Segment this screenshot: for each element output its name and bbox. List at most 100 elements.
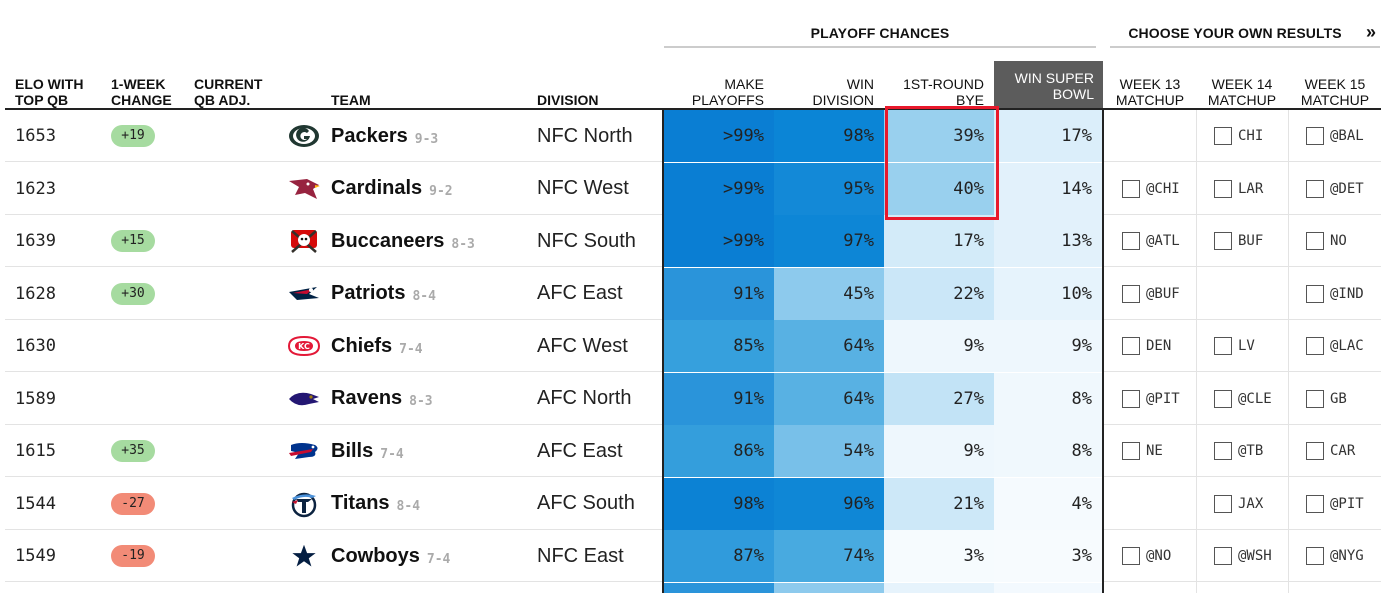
table-divider-right bbox=[1102, 110, 1104, 593]
checkbox-icon[interactable] bbox=[1306, 494, 1324, 513]
week13-matchup-checkbox[interactable]: @PIT bbox=[1122, 373, 1180, 425]
week14-matchup-checkbox[interactable]: JAX bbox=[1214, 478, 1263, 530]
week15-matchup-checkbox[interactable]: @NYG bbox=[1306, 530, 1364, 582]
header-week14[interactable]: WEEK 14 MATCHUP bbox=[1207, 76, 1277, 108]
header-qb-adj[interactable]: CURRENT QB ADJ. bbox=[194, 76, 263, 108]
checkbox-icon[interactable] bbox=[1306, 127, 1324, 145]
week15-matchup-checkbox[interactable]: @BAL bbox=[1306, 110, 1364, 162]
week15-matchup-checkbox[interactable]: NO bbox=[1306, 215, 1347, 267]
checkbox-icon[interactable] bbox=[1122, 179, 1140, 198]
week14-matchup-checkbox[interactable]: @TB bbox=[1214, 425, 1263, 477]
win-division-cell: 96% bbox=[774, 477, 884, 530]
header-division[interactable]: DIVISION bbox=[537, 92, 599, 108]
checkbox-icon[interactable] bbox=[1122, 337, 1140, 355]
week14-matchup-checkbox[interactable]: LAR bbox=[1214, 163, 1263, 215]
week15-matchup-checkbox[interactable]: GB bbox=[1306, 373, 1347, 425]
win-super-bowl-cell: 8% bbox=[994, 372, 1102, 425]
checkbox-icon[interactable] bbox=[1214, 494, 1232, 513]
team-name-cell: Packers 9-3 bbox=[331, 110, 438, 162]
week15-matchup-checkbox[interactable]: CAR bbox=[1306, 425, 1355, 477]
checkbox-icon[interactable] bbox=[1306, 337, 1324, 355]
make-playoffs-cell: 98% bbox=[664, 477, 774, 530]
checkbox-icon[interactable] bbox=[1306, 284, 1324, 303]
header-first-round-bye[interactable]: 1ST-ROUND BYE bbox=[903, 76, 984, 108]
week14-matchup-checkbox[interactable]: BUF bbox=[1214, 215, 1263, 267]
ravens-logo-icon bbox=[287, 373, 321, 425]
header-win-division[interactable]: WIN DIVISION bbox=[812, 76, 874, 108]
week15-matchup-checkbox[interactable]: @DET bbox=[1306, 163, 1364, 215]
checkbox-icon[interactable] bbox=[1122, 389, 1140, 408]
header-week13[interactable]: WEEK 13 MATCHUP bbox=[1115, 76, 1185, 108]
checkbox-icon[interactable] bbox=[1214, 442, 1232, 460]
checkbox-icon[interactable] bbox=[1122, 284, 1140, 303]
header-win-super-bowl[interactable]: WIN SUPER BOWL bbox=[994, 61, 1103, 108]
week13-opponent: @CHI bbox=[1146, 180, 1180, 197]
elo-cell: 1544 bbox=[15, 493, 56, 514]
row-separator bbox=[5, 423, 663, 425]
checkbox-icon[interactable] bbox=[1306, 389, 1324, 408]
first-round-bye-cell: 21% bbox=[884, 477, 994, 530]
cowboys-logo-icon bbox=[287, 530, 321, 582]
change-badge: -27 bbox=[111, 492, 155, 515]
win-division-cell: 54% bbox=[774, 425, 884, 477]
week13-matchup-checkbox[interactable]: DEN bbox=[1122, 320, 1171, 372]
win-super-bowl-cell: 8% bbox=[994, 425, 1102, 477]
table-row: 1589 Ravens 8-3 AFC North 91% 64% 27% 8% @PIT @CL… bbox=[0, 372, 1400, 425]
checkbox-icon[interactable] bbox=[1214, 337, 1232, 355]
next-row-bye bbox=[884, 583, 994, 593]
checkbox-icon[interactable] bbox=[1306, 232, 1324, 250]
make-playoffs-cell: >99% bbox=[664, 110, 774, 162]
checkbox-icon[interactable] bbox=[1214, 547, 1232, 565]
team-record: 9-3 bbox=[414, 131, 439, 147]
week15-matchup-checkbox[interactable]: @LAC bbox=[1306, 320, 1364, 372]
week13-opponent: @BUF bbox=[1146, 285, 1180, 302]
week13-matchup-checkbox[interactable]: NE bbox=[1122, 425, 1163, 477]
make-playoffs-cell: 91% bbox=[664, 372, 774, 425]
win-super-bowl-cell: 10% bbox=[994, 267, 1102, 320]
week13-matchup-checkbox[interactable]: @CHI bbox=[1122, 163, 1180, 215]
checkbox-icon[interactable] bbox=[1306, 547, 1324, 565]
checkbox-icon[interactable] bbox=[1122, 232, 1140, 250]
header-change[interactable]: 1-WEEK CHANGE bbox=[111, 76, 172, 108]
week13-matchup-checkbox[interactable]: @ATL bbox=[1122, 215, 1180, 267]
elo-cell: 1628 bbox=[15, 283, 56, 304]
week13-matchup-checkbox[interactable]: @BUF bbox=[1122, 268, 1180, 320]
team-record: 7-4 bbox=[399, 341, 423, 357]
checkbox-icon[interactable] bbox=[1214, 179, 1232, 198]
team-name: Chiefs bbox=[331, 334, 393, 357]
checkbox-icon[interactable] bbox=[1214, 232, 1232, 250]
choose-results-rule bbox=[1110, 46, 1380, 48]
choose-results-arrow-icon[interactable]: » bbox=[1366, 22, 1377, 42]
header-week15[interactable]: WEEK 15 MATCHUP bbox=[1300, 76, 1370, 108]
team-name-cell: Buccaneers 8-3 bbox=[331, 215, 475, 267]
week13-matchup-checkbox[interactable]: @NO bbox=[1122, 530, 1171, 582]
week15-matchup-checkbox[interactable]: @IND bbox=[1306, 268, 1364, 320]
division-cell: NFC West bbox=[537, 177, 629, 199]
checkbox-icon[interactable] bbox=[1122, 547, 1140, 565]
checkbox-icon[interactable] bbox=[1306, 442, 1324, 460]
checkbox-icon[interactable] bbox=[1306, 179, 1324, 198]
week14-matchup-checkbox[interactable]: @CLE bbox=[1214, 373, 1272, 425]
checkbox-icon[interactable] bbox=[1214, 389, 1232, 408]
first-round-bye-cell: 27% bbox=[884, 372, 994, 425]
win-division-cell: 64% bbox=[774, 372, 884, 425]
header-make-playoffs[interactable]: MAKE PLAYOFFS bbox=[691, 76, 764, 108]
table-row: 1653 +19 Packers 9-3 NFC North >99% 98% 39% 17% C… bbox=[0, 110, 1400, 162]
division-cell: NFC South bbox=[537, 229, 636, 252]
first-round-bye-cell: 22% bbox=[884, 267, 994, 320]
week14-matchup-checkbox[interactable]: CHI bbox=[1214, 110, 1263, 162]
header-elo[interactable]: ELO WITH TOP QB bbox=[15, 76, 84, 108]
header-team[interactable]: TEAM bbox=[331, 92, 371, 108]
row-separator-weeks bbox=[1104, 213, 1381, 215]
checkbox-icon[interactable] bbox=[1214, 127, 1232, 145]
table-row: 1544 -27 Titans 8-4 AFC South 98% 96% 21% 4% JAX @… bbox=[0, 477, 1400, 530]
row-separator-weeks bbox=[1104, 423, 1381, 425]
week-divider-2 bbox=[1288, 110, 1289, 593]
change-cell: +30 bbox=[111, 268, 155, 320]
week15-matchup-checkbox[interactable]: @PIT bbox=[1306, 478, 1364, 530]
checkbox-icon[interactable] bbox=[1122, 442, 1140, 460]
week14-matchup-checkbox[interactable]: LV bbox=[1214, 320, 1255, 372]
choose-results-group-label[interactable]: CHOOSE YOUR OWN RESULTS bbox=[1128, 25, 1342, 41]
week14-matchup-checkbox[interactable]: @WSH bbox=[1214, 530, 1272, 582]
week15-opponent: @LAC bbox=[1330, 338, 1364, 354]
